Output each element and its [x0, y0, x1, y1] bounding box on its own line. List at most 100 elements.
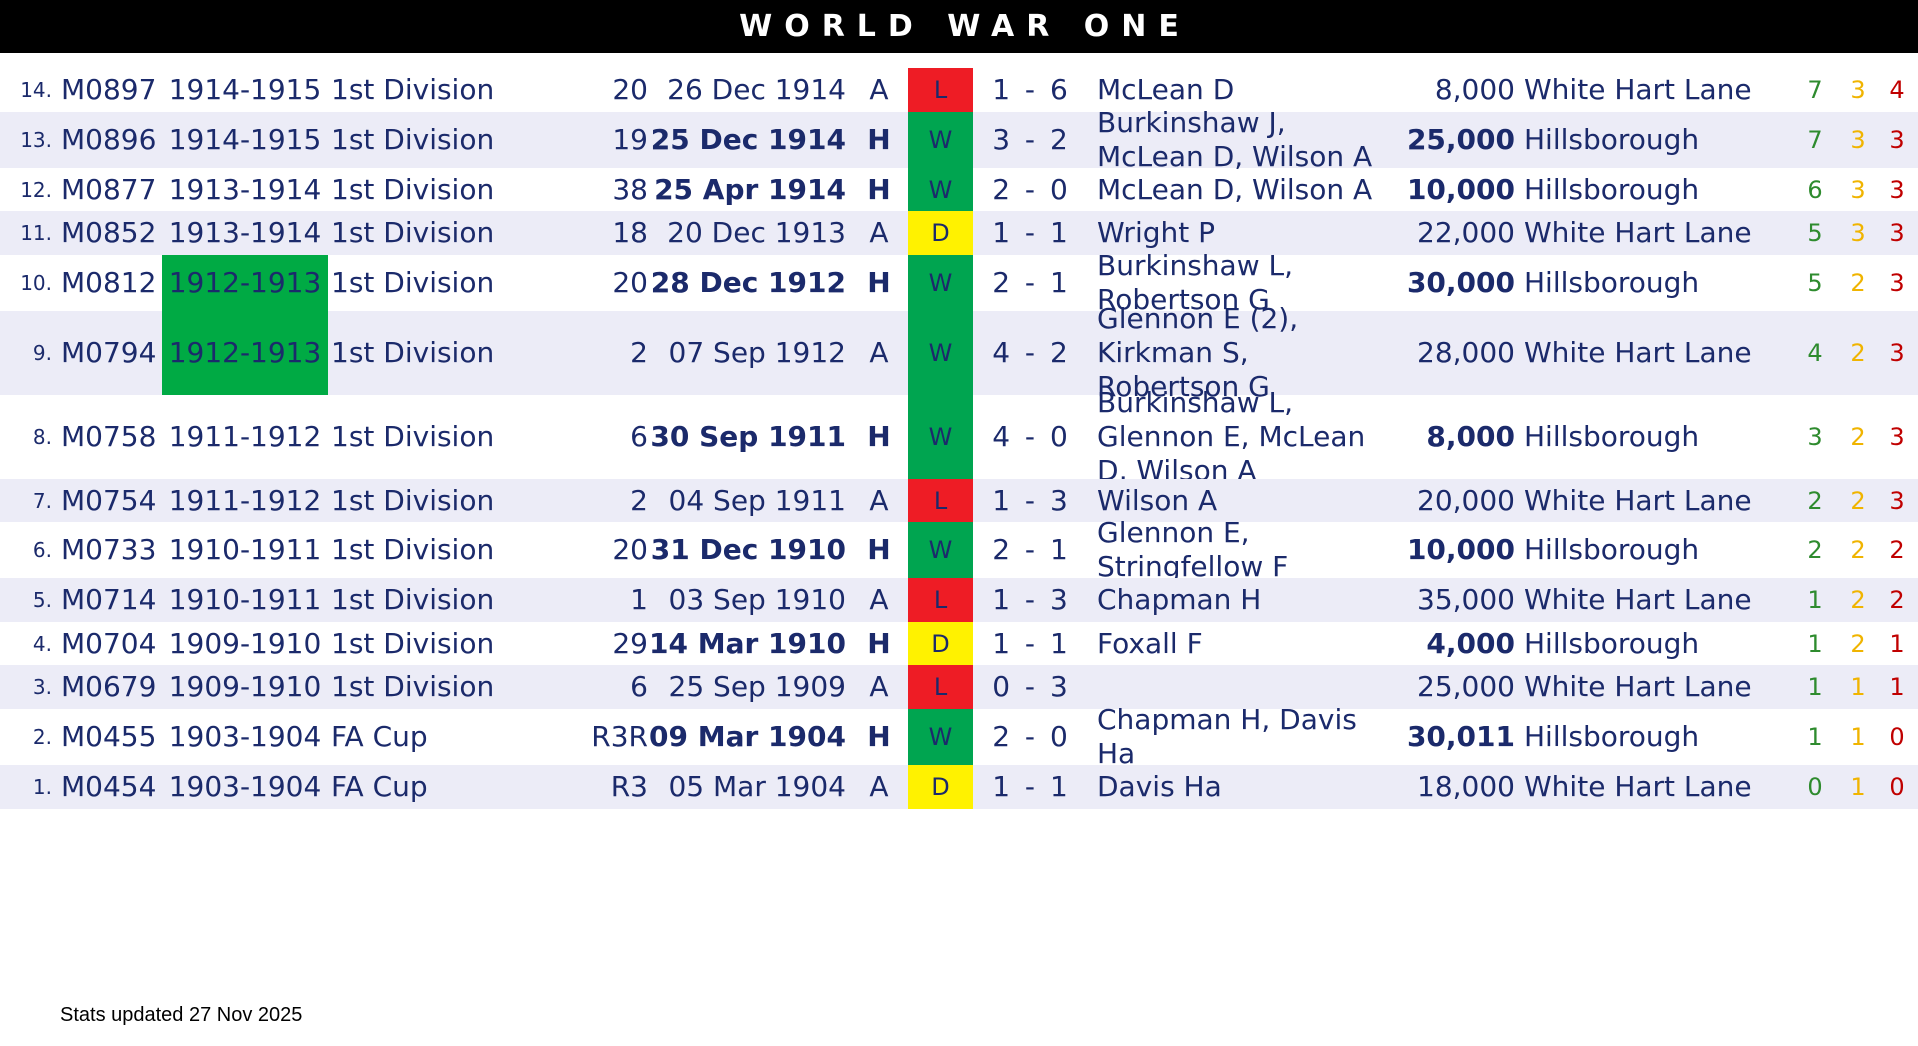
competition: 1st Division — [331, 420, 495, 453]
match-date: 05 Mar 1904 — [668, 770, 846, 803]
result-badge: L — [908, 578, 973, 622]
attendance: 10,000 — [1406, 172, 1515, 206]
wins-count: 6 — [1807, 175, 1823, 204]
competition: 1st Division — [331, 336, 495, 369]
draws-count: 1 — [1850, 673, 1866, 701]
match-code: M0714 — [61, 583, 157, 616]
result-badge: W — [908, 168, 973, 211]
row-number: 11. — [20, 221, 52, 245]
result-badge: W — [908, 255, 973, 311]
score: 1 - 1 — [992, 770, 1068, 803]
competition: 1st Division — [331, 583, 495, 616]
wins-count: 1 — [1807, 673, 1823, 701]
season: 1914-1915 — [168, 123, 322, 156]
row-number: 4. — [32, 631, 52, 656]
table-row: 3. M0679 1909-1910 1st Division 6 25 Sep 1909… — [0, 665, 1918, 709]
table-row: 12. M0877 1913-1914 1st Division 38 25 Apr 19… — [0, 168, 1918, 211]
venue: White Hart Lane — [1524, 216, 1752, 249]
scorers: Wilson A — [1097, 483, 1218, 517]
season: 1903-1904 — [168, 720, 322, 753]
result-badge: L — [908, 479, 973, 522]
score: 1 - 6 — [992, 73, 1068, 106]
season: 1909-1910 — [168, 670, 322, 703]
venue: White Hart Lane — [1524, 583, 1752, 616]
losses-count: 1 — [1889, 629, 1905, 658]
venue: Hillsborough — [1524, 420, 1700, 453]
scorers: Davis Ha — [1097, 770, 1222, 803]
match-date: 04 Sep 1911 — [668, 483, 846, 517]
match-date: 28 Dec 1912 — [650, 266, 846, 299]
home-away: H — [867, 420, 891, 453]
match-code: M0454 — [61, 770, 157, 803]
losses-count: 2 — [1889, 586, 1905, 614]
scorers: McLean D, Wilson A — [1097, 172, 1373, 206]
competition: 1st Division — [331, 73, 495, 106]
scorers: Glennon E, Stringfellow F — [1097, 516, 1289, 583]
losses-count: 4 — [1889, 76, 1905, 104]
venue: Hillsborough — [1524, 626, 1700, 660]
score: 2 - 0 — [992, 720, 1068, 753]
round: 38 — [612, 172, 648, 206]
home-away: A — [869, 483, 889, 517]
competition: FA Cup — [331, 720, 428, 753]
wins-count: 3 — [1807, 423, 1823, 451]
table-row: 6. M0733 1910-1911 1st Division 20 31 Dec 191… — [0, 516, 1918, 583]
losses-count: 0 — [1889, 773, 1905, 801]
draws-count: 3 — [1850, 76, 1866, 104]
venue: Hillsborough — [1524, 533, 1700, 566]
row-number: 10. — [20, 271, 52, 295]
match-date: 30 Sep 1911 — [650, 420, 846, 453]
draws-count: 2 — [1850, 339, 1866, 367]
round: 2 — [630, 336, 648, 369]
result-badge: L — [908, 665, 973, 709]
match-date: 31 Dec 1910 — [650, 533, 846, 566]
table-row: 13. M0896 1914-1915 1st Division 19 25 Dec 19… — [0, 106, 1918, 173]
table-row: 5. M0714 1910-1911 1st Division 1 03 Sep 1910… — [0, 578, 1918, 622]
venue: Hillsborough — [1524, 123, 1700, 156]
home-away: A — [869, 336, 889, 369]
score: 2 - 1 — [992, 533, 1068, 566]
competition: 1st Division — [331, 670, 495, 703]
scorers: Foxall F — [1097, 626, 1203, 660]
draws-count: 2 — [1850, 486, 1866, 515]
page-title: WORLD WAR ONE — [739, 9, 1191, 44]
match-date: 25 Dec 1914 — [650, 123, 846, 156]
attendance: 35,000 — [1417, 583, 1515, 616]
home-away: H — [867, 533, 891, 566]
wins-count: 1 — [1807, 586, 1823, 614]
match-code: M0896 — [61, 123, 157, 156]
result-badge: W — [908, 709, 973, 765]
competition: 1st Division — [331, 266, 495, 299]
competition: 1st Division — [331, 123, 495, 156]
attendance: 30,011 — [1406, 720, 1515, 753]
season: 1909-1910 — [168, 626, 322, 660]
home-away: A — [869, 73, 889, 106]
match-date: 25 Sep 1909 — [668, 670, 846, 703]
match-code: M0852 — [61, 216, 157, 249]
score: 1 - 1 — [992, 626, 1068, 660]
score: 2 - 1 — [992, 266, 1068, 299]
match-code: M0897 — [61, 73, 157, 106]
table-row: 1. M0454 1903-1904 FA Cup R3 05 Mar 1904 A D 1 -… — [0, 765, 1918, 809]
losses-count: 2 — [1889, 536, 1905, 564]
attendance: 18,000 — [1417, 770, 1515, 803]
losses-count: 0 — [1889, 723, 1905, 751]
match-code: M0704 — [61, 626, 157, 660]
scorers: Burkinshaw J, McLean D, Wilson A — [1097, 106, 1373, 173]
score: 1 - 3 — [992, 583, 1068, 616]
row-number: 13. — [20, 128, 52, 152]
attendance: 8,000 — [1426, 420, 1515, 453]
table-row: 4. M0704 1909-1910 1st Division 29 14 Mar 191… — [0, 622, 1918, 665]
competition: 1st Division — [331, 483, 495, 517]
scorers: Burkinshaw L, Robertson G — [1097, 249, 1293, 316]
result-badge: L — [908, 68, 973, 112]
result-badge: D — [908, 211, 973, 255]
table-row: 7. M0754 1911-1912 1st Division 2 04 Sep 1911… — [0, 479, 1918, 522]
row-number: 12. — [20, 177, 52, 202]
table-row: 9. M0794 1912-1913 1st Division 2 07 Sep 1912… — [0, 302, 1918, 403]
draws-count: 1 — [1850, 723, 1866, 751]
losses-count: 3 — [1889, 269, 1905, 297]
attendance: 8,000 — [1434, 73, 1515, 106]
season: 1903-1904 — [168, 770, 322, 803]
draws-count: 3 — [1850, 126, 1866, 154]
